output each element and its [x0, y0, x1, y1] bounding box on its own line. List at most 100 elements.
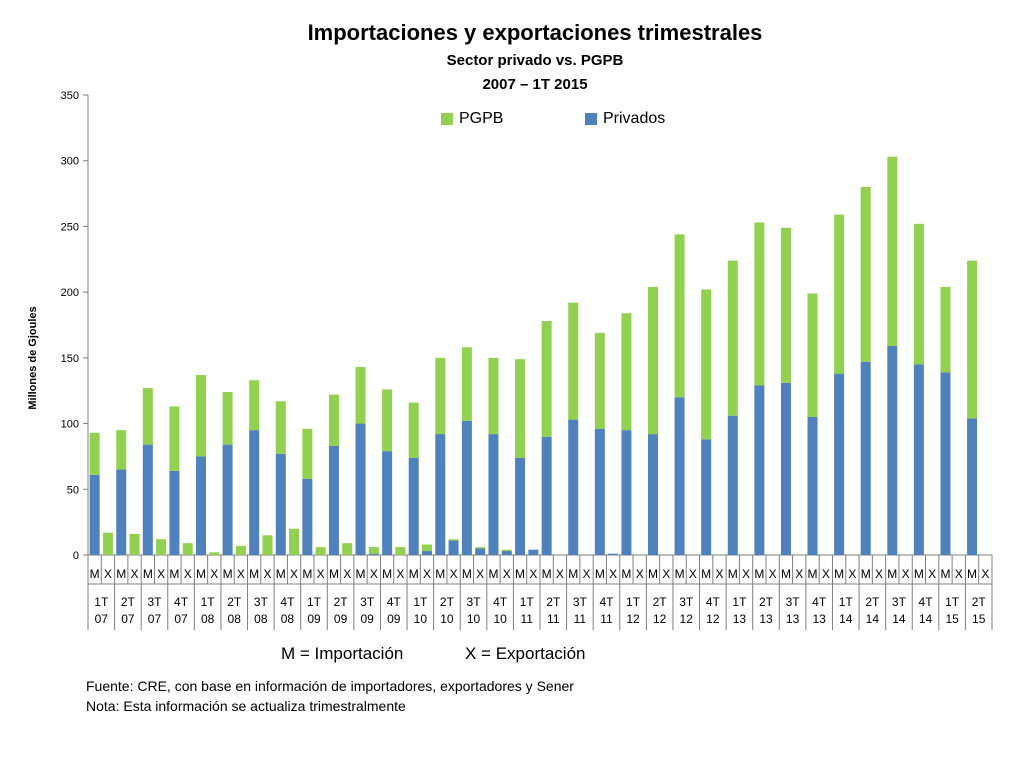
x-sub-label: X [715, 567, 723, 581]
x-year-label: 12 [680, 612, 694, 626]
x-year-label: 10 [440, 612, 454, 626]
bar-pgpb-x [289, 528, 300, 555]
bar-privados-m [142, 444, 153, 555]
x-quarter-label: 3T [467, 595, 482, 609]
x-quarter-label: 3T [573, 595, 588, 609]
x-year-label: 14 [919, 612, 933, 626]
x-sub-label: X [928, 567, 936, 581]
bar-pgpb-x [368, 547, 379, 554]
bar-privados-m [940, 372, 951, 555]
x-quarter-label: 4T [599, 595, 614, 609]
bar-privados-m [674, 397, 685, 555]
bar-pgpb-m [594, 332, 605, 429]
x-quarter-label: 4T [174, 595, 189, 609]
x-year-label: 08 [254, 612, 268, 626]
bar-privados-x [501, 551, 512, 555]
bar-pgpb-x [422, 544, 432, 552]
x-sub-label: X [450, 567, 458, 581]
x-year-label: 11 [547, 612, 560, 626]
x-sub-label: M [462, 567, 472, 581]
x-quarter-label: 1T [307, 595, 322, 609]
bar-pgpb-m [328, 394, 339, 446]
bar-privados-m [594, 428, 605, 555]
bar-privados-x [448, 540, 459, 555]
bar-pgpb-m [461, 347, 472, 421]
x-year-label: 10 [467, 612, 481, 626]
x-sub-label: M [435, 567, 445, 581]
bar-pgpb-x [448, 539, 459, 541]
chart-period: 2007 – 1T 2015 [482, 76, 588, 93]
x-year-label: 09 [387, 612, 401, 626]
x-sub-label: X [317, 567, 325, 581]
x-quarter-label: 1T [520, 595, 535, 609]
legend-swatch-pgpb [441, 113, 453, 125]
x-quarter-label: 1T [732, 595, 747, 609]
x-sub-label: X [822, 567, 830, 581]
bar-privados-x [475, 548, 486, 555]
x-quarter-label: 3T [679, 595, 694, 609]
x-year-label: 10 [414, 612, 428, 626]
bar-pgpb-x [262, 535, 273, 555]
x-sub-label: M [90, 567, 100, 581]
bar-pgpb-m [834, 214, 845, 374]
bar-pgpb-m [913, 223, 924, 365]
x-sub-label: X [689, 567, 697, 581]
bar-pgpb-m [568, 302, 579, 420]
bar-privados-m [754, 385, 765, 555]
x-quarter-label: 1T [945, 595, 960, 609]
x-sub-label: M [515, 567, 525, 581]
x-sub-label: M [621, 567, 631, 581]
bar-privados-m [701, 439, 712, 555]
y-axis-label: Millones de Gjoules [27, 306, 39, 410]
x-year-label: 13 [812, 612, 826, 626]
bar-pgpb-m [488, 357, 499, 435]
bar-pgpb-m [727, 260, 738, 416]
bar-privados-m [116, 469, 127, 555]
source-note: Fuente: CRE, con base en información de … [86, 678, 574, 694]
x-year-label: 11 [600, 612, 613, 626]
x-sub-label: X [636, 567, 644, 581]
x-sub-label: M [914, 567, 924, 581]
legend-label-pgpb: PGPB [459, 110, 504, 127]
x-year-label: 13 [759, 612, 773, 626]
x-sub-label: M [834, 567, 844, 581]
x-sub-label: X [795, 567, 803, 581]
x-sub-label: M [196, 567, 206, 581]
x-quarter-label: 3T [786, 595, 801, 609]
legend-item-pgpb: PGPB [441, 110, 503, 128]
bar-pgpb-m [674, 234, 685, 398]
bar-privados-m [807, 417, 818, 555]
x-sub-label: X [210, 567, 218, 581]
bar-privados-m [967, 418, 978, 555]
x-sub-label: X [902, 567, 910, 581]
chart-subtitle: Sector privado vs. PGPB [446, 52, 624, 69]
x-quarter-label: 2T [121, 595, 136, 609]
x-sub-label: X [396, 567, 404, 581]
x-year-label: 07 [174, 612, 188, 626]
bar-pgpb-x [235, 545, 246, 555]
key-importacion: M = Importación [281, 644, 404, 663]
x-year-label: 09 [307, 612, 321, 626]
x-year-label: 14 [866, 612, 880, 626]
bar-privados-m [435, 434, 446, 555]
bar-pgpb-x [209, 552, 220, 555]
x-quarter-label: 4T [387, 595, 402, 609]
x-sub-label: X [955, 567, 963, 581]
x-sub-label: M [648, 567, 658, 581]
bar-privados-x [528, 549, 539, 555]
bar-pgpb-m [780, 227, 791, 383]
x-quarter-label: 2T [972, 595, 987, 609]
x-quarter-label: 4T [280, 595, 295, 609]
x-quarter-label: 1T [626, 595, 641, 609]
key-exportacion: X = Exportación [465, 644, 586, 663]
bar-pgpb-m [275, 401, 286, 454]
x-sub-label: M [701, 567, 711, 581]
bar-pgpb-x [395, 547, 406, 555]
bar-privados-m [328, 445, 339, 555]
bar-privados-m [887, 346, 898, 555]
y-tick-label: 300 [61, 156, 79, 168]
x-quarter-label: 2T [653, 595, 668, 609]
bar-privados-x [368, 553, 379, 555]
bar-pgpb-m [116, 430, 127, 470]
